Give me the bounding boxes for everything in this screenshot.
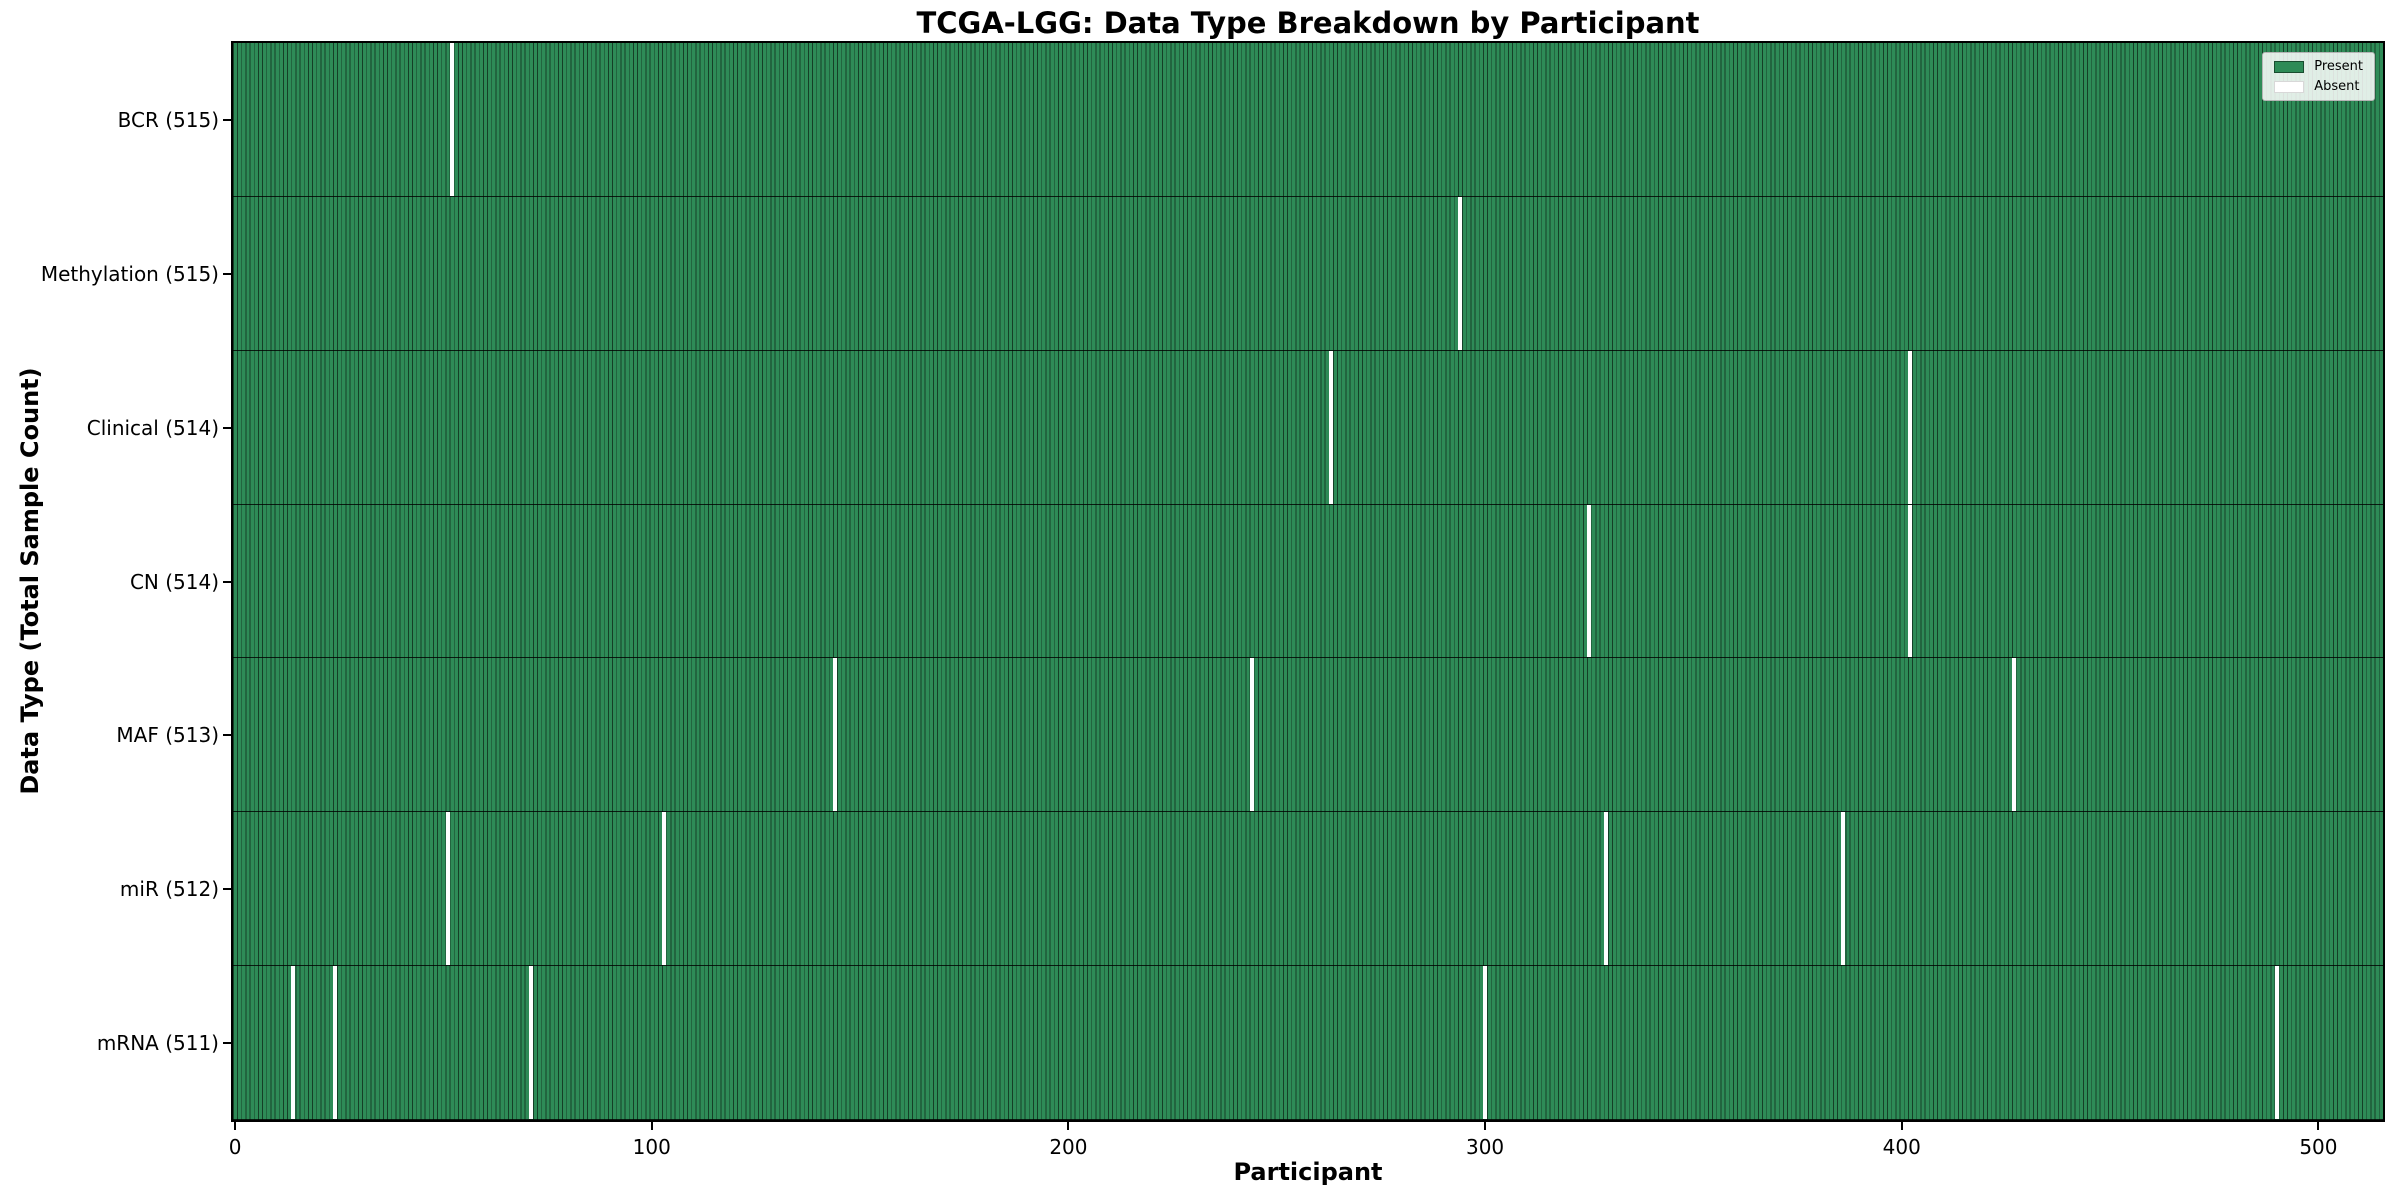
y-tick-mark: [223, 580, 231, 583]
absent-gap-mir-386: [1841, 812, 1846, 966]
legend: Present Absent: [2262, 52, 2375, 101]
absent-gap-mrna-14: [291, 966, 296, 1119]
legend-label-absent: Absent: [2314, 79, 2360, 94]
x-tick-label-200: 200: [1049, 1135, 1088, 1159]
y-tick-mark: [223, 118, 231, 121]
row-bcr: [233, 43, 2383, 197]
x-tick-label-100: 100: [632, 1135, 671, 1159]
x-tick-label-300: 300: [1465, 1135, 1505, 1159]
absent-gap-mrna-490: [2274, 966, 2279, 1119]
x-tick-label-400: 400: [1882, 1135, 1921, 1159]
x-tick-label-0: 0: [228, 1135, 242, 1159]
row-maf: [233, 658, 2383, 813]
y-tick-mark: [223, 1042, 231, 1045]
absent-gap-mrna-300: [1483, 966, 1488, 1119]
x-tick-mark: [1067, 1122, 1070, 1130]
legend-label-present: Present: [2314, 59, 2363, 74]
row-methylation: [233, 196, 2383, 351]
chart-title: TCGA-LGG: Data Type Breakdown by Partici…: [916, 6, 1700, 40]
absent-gap-cn-402: [1908, 504, 1913, 658]
absent-gap-mrna-24: [333, 966, 338, 1119]
x-tick-label-500: 500: [2299, 1135, 2338, 1159]
x-axis-label: Participant: [1233, 1158, 1383, 1186]
x-tick-mark: [1900, 1122, 1903, 1130]
absent-gap-clinical-402: [1908, 350, 1913, 504]
x-tick-mark: [234, 1122, 237, 1130]
x-tick-mark: [1484, 1122, 1487, 1130]
absent-gap-cn-325: [1587, 504, 1592, 658]
absent-gap-mir-51: [445, 812, 450, 966]
legend-item-absent: Absent: [2274, 80, 2363, 93]
y-tick-label-mir: miR (512): [119, 877, 219, 902]
absent-gap-bcr-52: [449, 43, 454, 196]
y-tick-label-maf: MAF (513): [116, 723, 219, 748]
x-tick-mark: [2317, 1122, 2320, 1130]
absent-gap-maf-244: [1249, 658, 1254, 812]
absent-gap-methylation-294: [1458, 196, 1463, 350]
y-tick-label-clinical: Clinical (514): [86, 415, 219, 440]
plot-area: Present Absent: [231, 41, 2385, 1122]
y-tick-label-cn: CN (514): [129, 569, 219, 594]
absent-swatch: [2274, 80, 2305, 93]
absent-gap-maf-427: [2012, 658, 2017, 812]
y-tick-label-bcr: BCR (515): [117, 107, 219, 132]
row-cn: [233, 504, 2383, 659]
y-tick-mark: [223, 888, 231, 891]
x-tick-mark: [650, 1122, 653, 1130]
absent-gap-mir-329: [1603, 812, 1608, 966]
y-tick-label-methylation: Methylation (515): [40, 261, 219, 286]
present-swatch: [2274, 60, 2305, 73]
absent-gap-maf-144: [833, 658, 838, 812]
row-mrna: [233, 966, 2383, 1120]
y-tick-label-mrna: mRNA (511): [96, 1031, 219, 1056]
absent-gap-mir-103: [662, 812, 667, 966]
row-clinical: [233, 350, 2383, 505]
y-tick-mark: [223, 272, 231, 275]
absent-gap-mrna-71: [528, 966, 533, 1119]
row-mir: [233, 812, 2383, 967]
legend-item-present: Present: [2274, 60, 2363, 73]
absent-gap-clinical-263: [1328, 350, 1333, 504]
y-tick-mark: [223, 734, 231, 737]
y-tick-mark: [223, 426, 231, 429]
